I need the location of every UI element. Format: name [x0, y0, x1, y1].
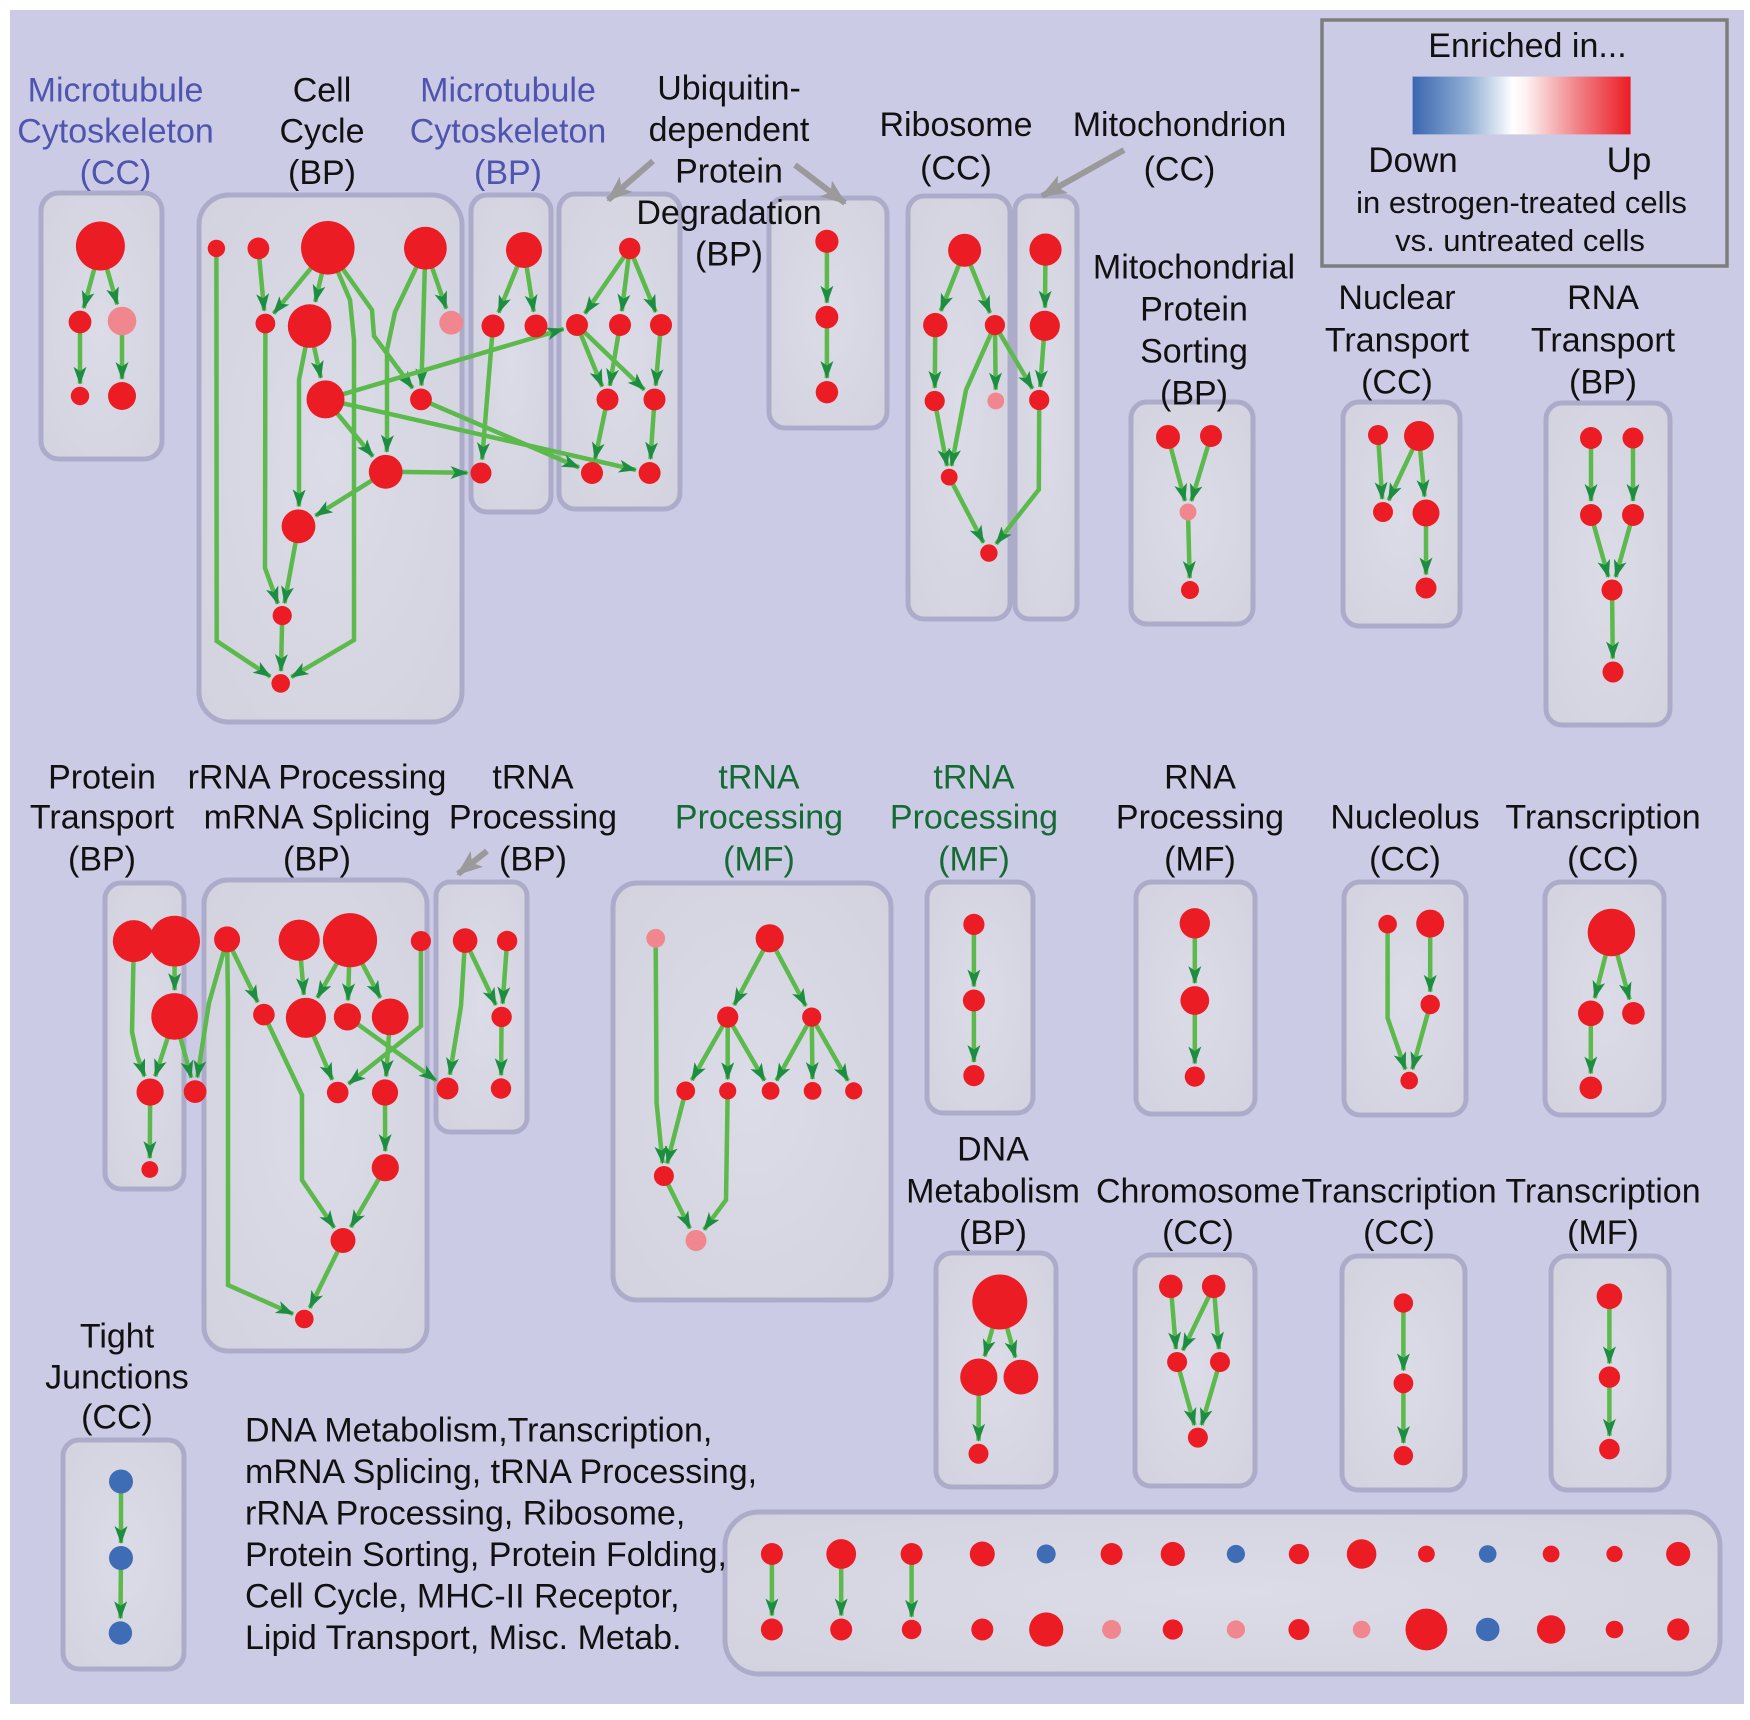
svg-text:Cytoskeleton: Cytoskeleton: [17, 113, 214, 151]
svg-text:(BP): (BP): [959, 1214, 1027, 1252]
svg-text:Transcription: Transcription: [1505, 799, 1700, 837]
svg-text:RNA: RNA: [1164, 759, 1236, 797]
svg-text:(MF): (MF): [938, 841, 1010, 879]
svg-text:Protein Sorting, Protein Foldi: Protein Sorting, Protein Folding,: [245, 1536, 727, 1574]
svg-text:Nuclear: Nuclear: [1338, 279, 1455, 317]
svg-text:tRNA: tRNA: [492, 759, 574, 797]
svg-text:(CC): (CC): [1567, 841, 1639, 879]
svg-text:Cycle: Cycle: [279, 113, 364, 151]
svg-text:Processing: Processing: [449, 799, 617, 837]
svg-text:Microtubule: Microtubule: [420, 72, 596, 110]
svg-text:Junctions: Junctions: [45, 1359, 189, 1397]
svg-text:vs. untreated cells: vs. untreated cells: [1395, 223, 1645, 258]
svg-text:(BP): (BP): [283, 841, 351, 879]
svg-text:Ubiquitin-: Ubiquitin-: [657, 70, 801, 108]
svg-text:Protein: Protein: [48, 759, 156, 797]
svg-text:Transcription: Transcription: [1301, 1173, 1496, 1211]
svg-text:Cytoskeleton: Cytoskeleton: [410, 113, 607, 151]
svg-text:Cell Cycle, MHC-II Receptor,: Cell Cycle, MHC-II Receptor,: [245, 1578, 680, 1616]
svg-text:Lipid Transport, Misc. Metab.: Lipid Transport, Misc. Metab.: [245, 1619, 682, 1657]
svg-text:(BP): (BP): [1160, 375, 1228, 413]
svg-text:DNA: DNA: [957, 1131, 1029, 1169]
svg-text:(MF): (MF): [723, 841, 795, 879]
svg-text:DNA Metabolism,Transcription,: DNA Metabolism,Transcription,: [245, 1412, 712, 1450]
svg-text:rRNA Processing: rRNA Processing: [188, 759, 447, 797]
svg-text:Cell: Cell: [293, 72, 352, 110]
svg-text:(CC): (CC): [1162, 1214, 1234, 1252]
svg-text:(BP): (BP): [695, 236, 763, 274]
svg-text:(BP): (BP): [474, 154, 542, 192]
svg-text:Chromosome: Chromosome: [1096, 1173, 1300, 1211]
svg-text:in estrogen-treated cells: in estrogen-treated cells: [1356, 185, 1687, 220]
svg-text:(MF): (MF): [1567, 1214, 1639, 1252]
svg-text:(BP): (BP): [288, 154, 356, 192]
svg-text:Degradation: Degradation: [636, 194, 821, 232]
svg-text:Down: Down: [1368, 141, 1457, 180]
svg-text:Nucleolus: Nucleolus: [1330, 799, 1479, 837]
svg-text:Sorting: Sorting: [1140, 333, 1248, 371]
svg-text:Metabolism: Metabolism: [906, 1173, 1080, 1211]
svg-text:tRNA: tRNA: [718, 759, 800, 797]
svg-text:Processing: Processing: [1116, 799, 1284, 837]
svg-text:mRNA Splicing, tRNA Processing: mRNA Splicing, tRNA Processing,: [245, 1453, 757, 1491]
svg-text:Protein: Protein: [675, 153, 783, 191]
svg-text:Enriched in...: Enriched in...: [1428, 27, 1626, 65]
svg-text:Up: Up: [1607, 141, 1652, 180]
svg-text:Transport: Transport: [1531, 322, 1676, 360]
svg-text:Microtubule: Microtubule: [28, 72, 204, 110]
svg-text:(CC): (CC): [1369, 841, 1441, 879]
svg-text:Processing: Processing: [675, 799, 843, 837]
svg-text:Transport: Transport: [1325, 322, 1470, 360]
svg-text:(CC): (CC): [1363, 1214, 1435, 1252]
svg-text:mRNA Splicing: mRNA Splicing: [204, 799, 431, 837]
svg-text:dependent: dependent: [649, 111, 810, 149]
svg-text:(BP): (BP): [1569, 364, 1637, 402]
svg-text:RNA: RNA: [1567, 279, 1639, 317]
svg-text:(CC): (CC): [1361, 364, 1433, 402]
svg-text:rRNA Processing, Ribosome,: rRNA Processing, Ribosome,: [245, 1495, 685, 1533]
svg-text:(BP): (BP): [499, 841, 567, 879]
svg-text:Processing: Processing: [890, 799, 1058, 837]
svg-text:(CC): (CC): [1144, 151, 1216, 189]
svg-text:Transport: Transport: [30, 799, 175, 837]
svg-text:(CC): (CC): [80, 154, 152, 192]
svg-text:(CC): (CC): [920, 150, 992, 188]
svg-text:Mitochondrial: Mitochondrial: [1093, 249, 1295, 287]
svg-text:Tight: Tight: [80, 1318, 155, 1356]
svg-text:(BP): (BP): [68, 841, 136, 879]
svg-text:Transcription: Transcription: [1505, 1173, 1700, 1211]
svg-text:(CC): (CC): [81, 1399, 153, 1437]
svg-text:Protein: Protein: [1140, 291, 1248, 329]
svg-text:tRNA: tRNA: [933, 759, 1015, 797]
svg-text:(MF): (MF): [1164, 841, 1236, 879]
svg-text:Ribosome: Ribosome: [879, 106, 1032, 144]
svg-text:Mitochondrion: Mitochondrion: [1073, 106, 1287, 144]
